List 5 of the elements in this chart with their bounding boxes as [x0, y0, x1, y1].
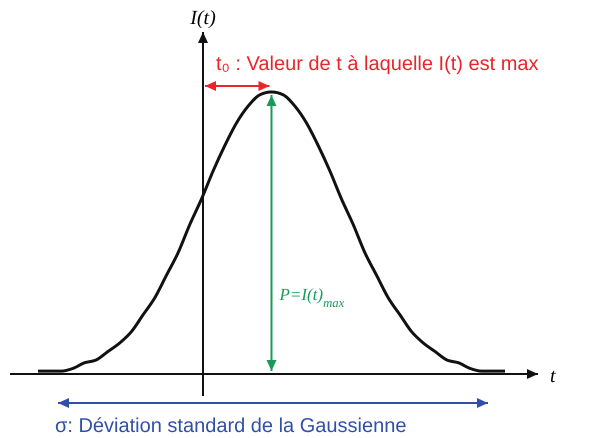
- text: σ: Déviation standard de la Gaussienne: [55, 415, 406, 437]
- y-axis-title: I(t): [189, 7, 216, 29]
- x-axis-title: t: [550, 365, 556, 387]
- annotation: P=I(t)$_{max}$: [278, 285, 345, 310]
- text: t₀ : Valeur de t à laquelle I(t) est max: [216, 53, 539, 75]
